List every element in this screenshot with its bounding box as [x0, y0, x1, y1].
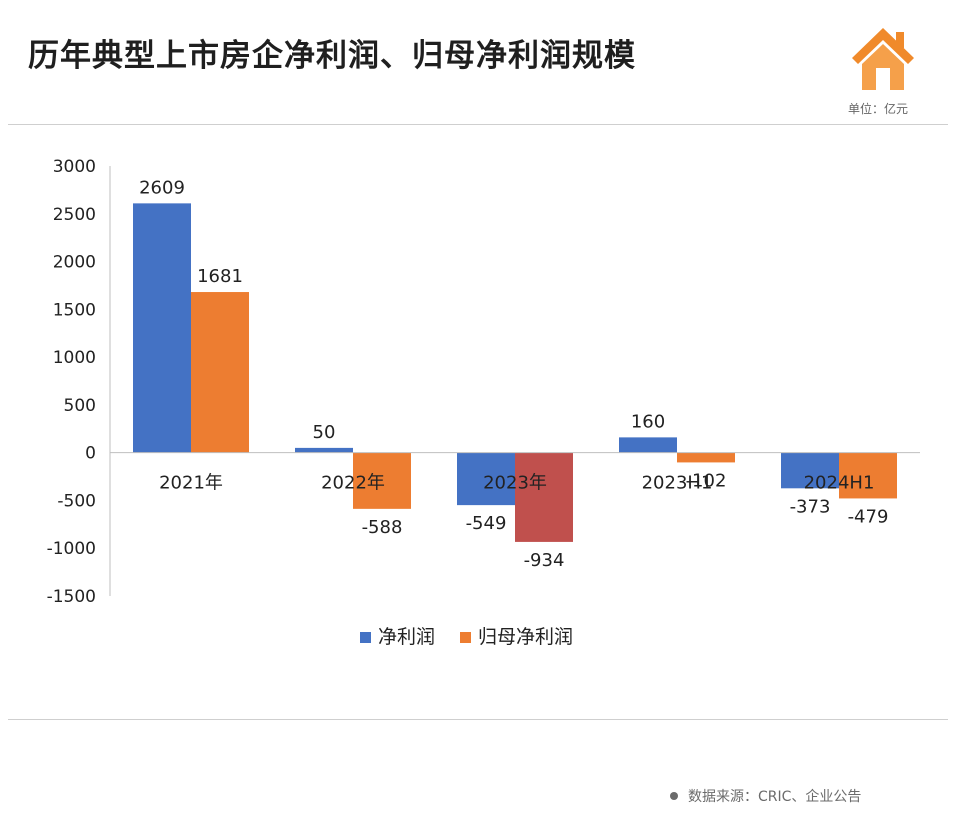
x-tick-label: 2023H1 [642, 473, 713, 494]
legend-label: 净利润 [378, 626, 435, 648]
bar-net-profit [619, 437, 677, 453]
chart-title: 历年典型上市房企净利润、归母净利润规模 [28, 38, 636, 74]
bar-chart: 3000 2500 2000 1500 1000 500 0 -500 -1000 -1500 26… [47, 157, 920, 648]
y-tick-label: 1000 [53, 348, 96, 368]
x-tick-label: 2024H1 [804, 473, 875, 494]
data-source: 数据来源：CRIC、企业公告 [670, 786, 861, 806]
y-tick-label: 500 [64, 396, 96, 416]
bottom-divider [8, 719, 948, 720]
legend-swatch [460, 632, 471, 643]
data-label: -373 [790, 496, 831, 517]
bar-net-profit [295, 447, 353, 453]
data-label: -588 [362, 517, 403, 538]
y-tick-label: 2500 [53, 205, 96, 225]
bar-net-profit [781, 452, 839, 489]
data-label: -102 [686, 470, 727, 491]
data-label: -934 [524, 550, 565, 571]
x-tick-label: 2021年 [159, 473, 223, 494]
top-divider [8, 124, 948, 125]
bar-net-profit [457, 452, 515, 506]
data-label: 2609 [139, 177, 185, 198]
y-tick-label: -1500 [47, 587, 96, 607]
y-tick-label: -1000 [47, 539, 96, 559]
data-source-text: 数据来源：CRIC、企业公告 [688, 789, 862, 805]
x-tick-label: 2023年 [483, 473, 547, 494]
bar-net-profit [133, 203, 191, 453]
bullet-icon [670, 792, 678, 800]
data-label: 160 [631, 411, 665, 432]
data-label: -549 [466, 513, 507, 534]
y-tick-label: 3000 [53, 157, 96, 177]
bar-parent-net-profit [839, 452, 897, 499]
unit-label: 单位：亿元 [848, 102, 909, 116]
x-tick-label: 2022年 [321, 473, 385, 494]
bar-parent-net-profit [353, 452, 411, 509]
y-tick-label: 1500 [53, 300, 96, 320]
data-label: 50 [313, 422, 336, 443]
legend-swatch [360, 632, 371, 643]
legend-label: 归母净利润 [478, 626, 573, 648]
data-label: -479 [848, 506, 889, 527]
bar-parent-net-profit [677, 452, 735, 463]
y-tick-label: 0 [85, 444, 96, 464]
bar-parent-net-profit [191, 292, 249, 453]
y-tick-label: 2000 [53, 253, 96, 273]
house-icon [852, 28, 914, 90]
bar-parent-net-profit [515, 452, 573, 542]
y-tick-label: -500 [57, 491, 96, 511]
data-label: 1681 [197, 266, 243, 287]
